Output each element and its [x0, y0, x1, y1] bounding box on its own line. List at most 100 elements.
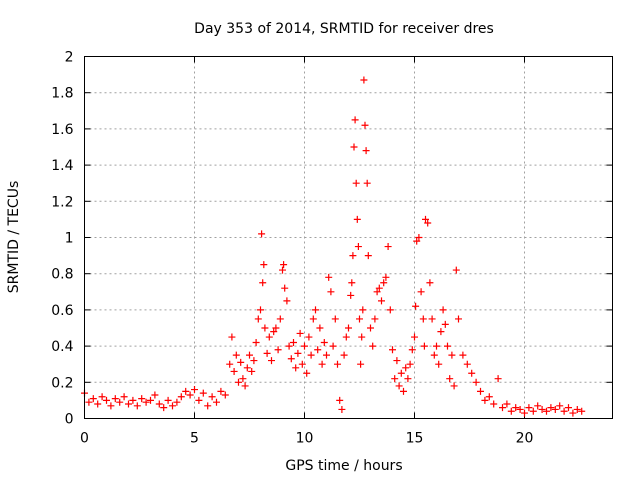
- data-point: [107, 402, 115, 410]
- data-point: [516, 405, 524, 413]
- data-point: [305, 333, 313, 341]
- data-point: [408, 346, 416, 354]
- data-point: [142, 398, 150, 406]
- y-axis-label: SRMTID / TECUs: [6, 181, 22, 294]
- data-point: [147, 396, 154, 404]
- y-tick-label: 0.4: [51, 339, 73, 355]
- data-point: [116, 398, 124, 406]
- data-point: [382, 273, 390, 281]
- data-point: [120, 393, 128, 401]
- data-point: [329, 342, 337, 350]
- y-tick-label: 1.6: [51, 122, 73, 138]
- data-point: [477, 387, 484, 395]
- data-point: [446, 375, 454, 383]
- data-point: [426, 279, 434, 287]
- data-point: [133, 402, 141, 410]
- data-point: [364, 252, 372, 260]
- data-point: [560, 407, 568, 415]
- data-point: [151, 391, 159, 399]
- data-point: [290, 338, 297, 346]
- data-point: [430, 351, 438, 359]
- data-point: [138, 395, 146, 403]
- data-point: [268, 357, 275, 365]
- data-point: [397, 369, 405, 377]
- data-point: [345, 324, 352, 332]
- data-point: [352, 179, 360, 187]
- data-point: [389, 346, 396, 354]
- data-point: [417, 288, 425, 296]
- x-tick-label: 5: [190, 431, 199, 447]
- data-point: [281, 284, 289, 292]
- y-tick-label: 1.2: [51, 194, 73, 210]
- data-point: [111, 395, 119, 403]
- data-point: [391, 375, 399, 383]
- data-point: [259, 279, 267, 287]
- data-point: [287, 355, 295, 363]
- data-point: [292, 364, 300, 372]
- data-point: [270, 328, 278, 336]
- data-point: [534, 402, 542, 410]
- data-point: [415, 234, 423, 241]
- data-point: [325, 273, 333, 281]
- data-point: [459, 351, 467, 359]
- chart-title: Day 353 of 2014, SRMTID for receiver dre…: [194, 21, 494, 37]
- data-point: [444, 342, 451, 350]
- data-point: [468, 369, 476, 377]
- data-point: [512, 404, 520, 412]
- data-point: [221, 391, 229, 399]
- data-point: [316, 324, 324, 332]
- data-point: [494, 375, 502, 383]
- data-point: [404, 375, 412, 383]
- data-point: [420, 342, 428, 350]
- data-point: [129, 396, 137, 404]
- data-point: [208, 393, 216, 401]
- data-point: [413, 237, 421, 245]
- y-tick-label: 1.8: [51, 86, 73, 102]
- grid-lines: [84, 56, 613, 419]
- data-point: [173, 398, 181, 406]
- data-point: [228, 333, 236, 341]
- data-point: [177, 393, 185, 401]
- x-tick-label: 10: [296, 431, 314, 447]
- data-point: [503, 400, 511, 408]
- y-tick-label: 0.8: [51, 267, 73, 283]
- data-point: [543, 407, 550, 415]
- data-point: [94, 400, 102, 408]
- data-point: [402, 364, 410, 372]
- data-point: [199, 389, 207, 397]
- data-point: [472, 378, 480, 386]
- y-tick-label: 2: [65, 50, 74, 66]
- data-point: [252, 338, 260, 346]
- data-point: [412, 302, 420, 310]
- x-axis-label: GPS time / hours: [285, 458, 402, 474]
- data-point: [349, 252, 357, 260]
- data-point: [338, 405, 346, 413]
- data-point: [441, 320, 449, 328]
- data-point: [103, 396, 110, 404]
- data-point: [490, 400, 498, 408]
- data-point: [303, 369, 311, 377]
- data-point: [373, 288, 381, 296]
- data-point: [529, 407, 537, 415]
- data-point: [538, 405, 546, 413]
- data-point: [263, 349, 271, 357]
- data-point: [428, 315, 436, 323]
- data-point: [367, 324, 374, 332]
- data-point: [274, 346, 282, 354]
- data-point: [356, 315, 363, 323]
- axis-ticks: 00.20.40.60.811.21.41.61.820 5 10 15 20: [51, 50, 613, 447]
- y-tick-label: 0.2: [51, 375, 73, 391]
- data-point: [239, 375, 247, 383]
- data-point: [258, 230, 266, 238]
- data-point: [439, 306, 447, 314]
- data-point: [320, 338, 328, 346]
- data-point: [260, 261, 268, 269]
- x-tick-label: 15: [406, 431, 424, 447]
- data-point: [232, 351, 240, 359]
- y-tick-label: 0.6: [51, 303, 73, 319]
- data-point: [301, 342, 308, 350]
- data-point: [424, 219, 432, 227]
- data-point: [230, 367, 238, 375]
- data-point: [433, 342, 440, 350]
- data-point: [499, 404, 506, 412]
